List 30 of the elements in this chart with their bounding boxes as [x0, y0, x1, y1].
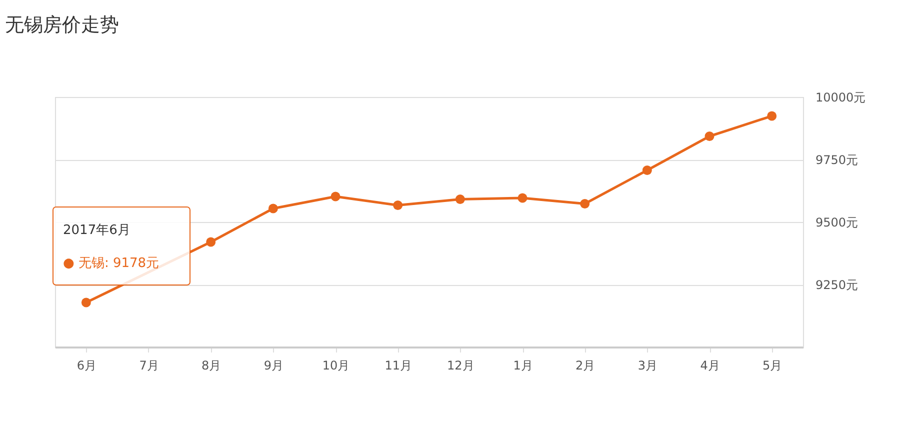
- y-tick-label: 9750元: [816, 153, 858, 167]
- x-tick-label: 4月: [700, 358, 720, 372]
- point: [580, 199, 590, 208]
- x-tick-label: 7月: [139, 358, 159, 372]
- x-tick-label: 8月: [202, 358, 222, 372]
- point: [268, 204, 278, 214]
- y-tick-label: 10000元: [816, 90, 866, 104]
- point: [206, 237, 216, 247]
- point: [330, 192, 340, 202]
- x-tick-label: 11月: [384, 358, 412, 372]
- annotation: ● 无锡: 9178元: [63, 256, 160, 271]
- x-tick-label: 1月: [513, 358, 533, 372]
- y-tick-label: 9250元: [816, 278, 858, 292]
- annotation: 2017年6月: [63, 223, 130, 238]
- x-tick-label: 3月: [638, 358, 658, 372]
- point: [518, 193, 528, 203]
- x-tick-label: 12月: [447, 358, 474, 372]
- x-tick-label: 2月: [576, 358, 596, 372]
- point: [642, 166, 652, 175]
- x-tick-label: 5月: [762, 358, 782, 372]
- x-tick-label: 9月: [264, 358, 284, 372]
- y-tick-label: 9500元: [816, 216, 858, 230]
- point: [393, 200, 403, 210]
- chart-title: 无锡房价走势: [5, 14, 119, 36]
- point: [767, 111, 777, 121]
- x-tick-label: 6月: [76, 358, 96, 372]
- point: [704, 132, 714, 141]
- point: [455, 194, 465, 204]
- point: [81, 298, 91, 308]
- x-tick-label: 10月: [322, 358, 350, 372]
